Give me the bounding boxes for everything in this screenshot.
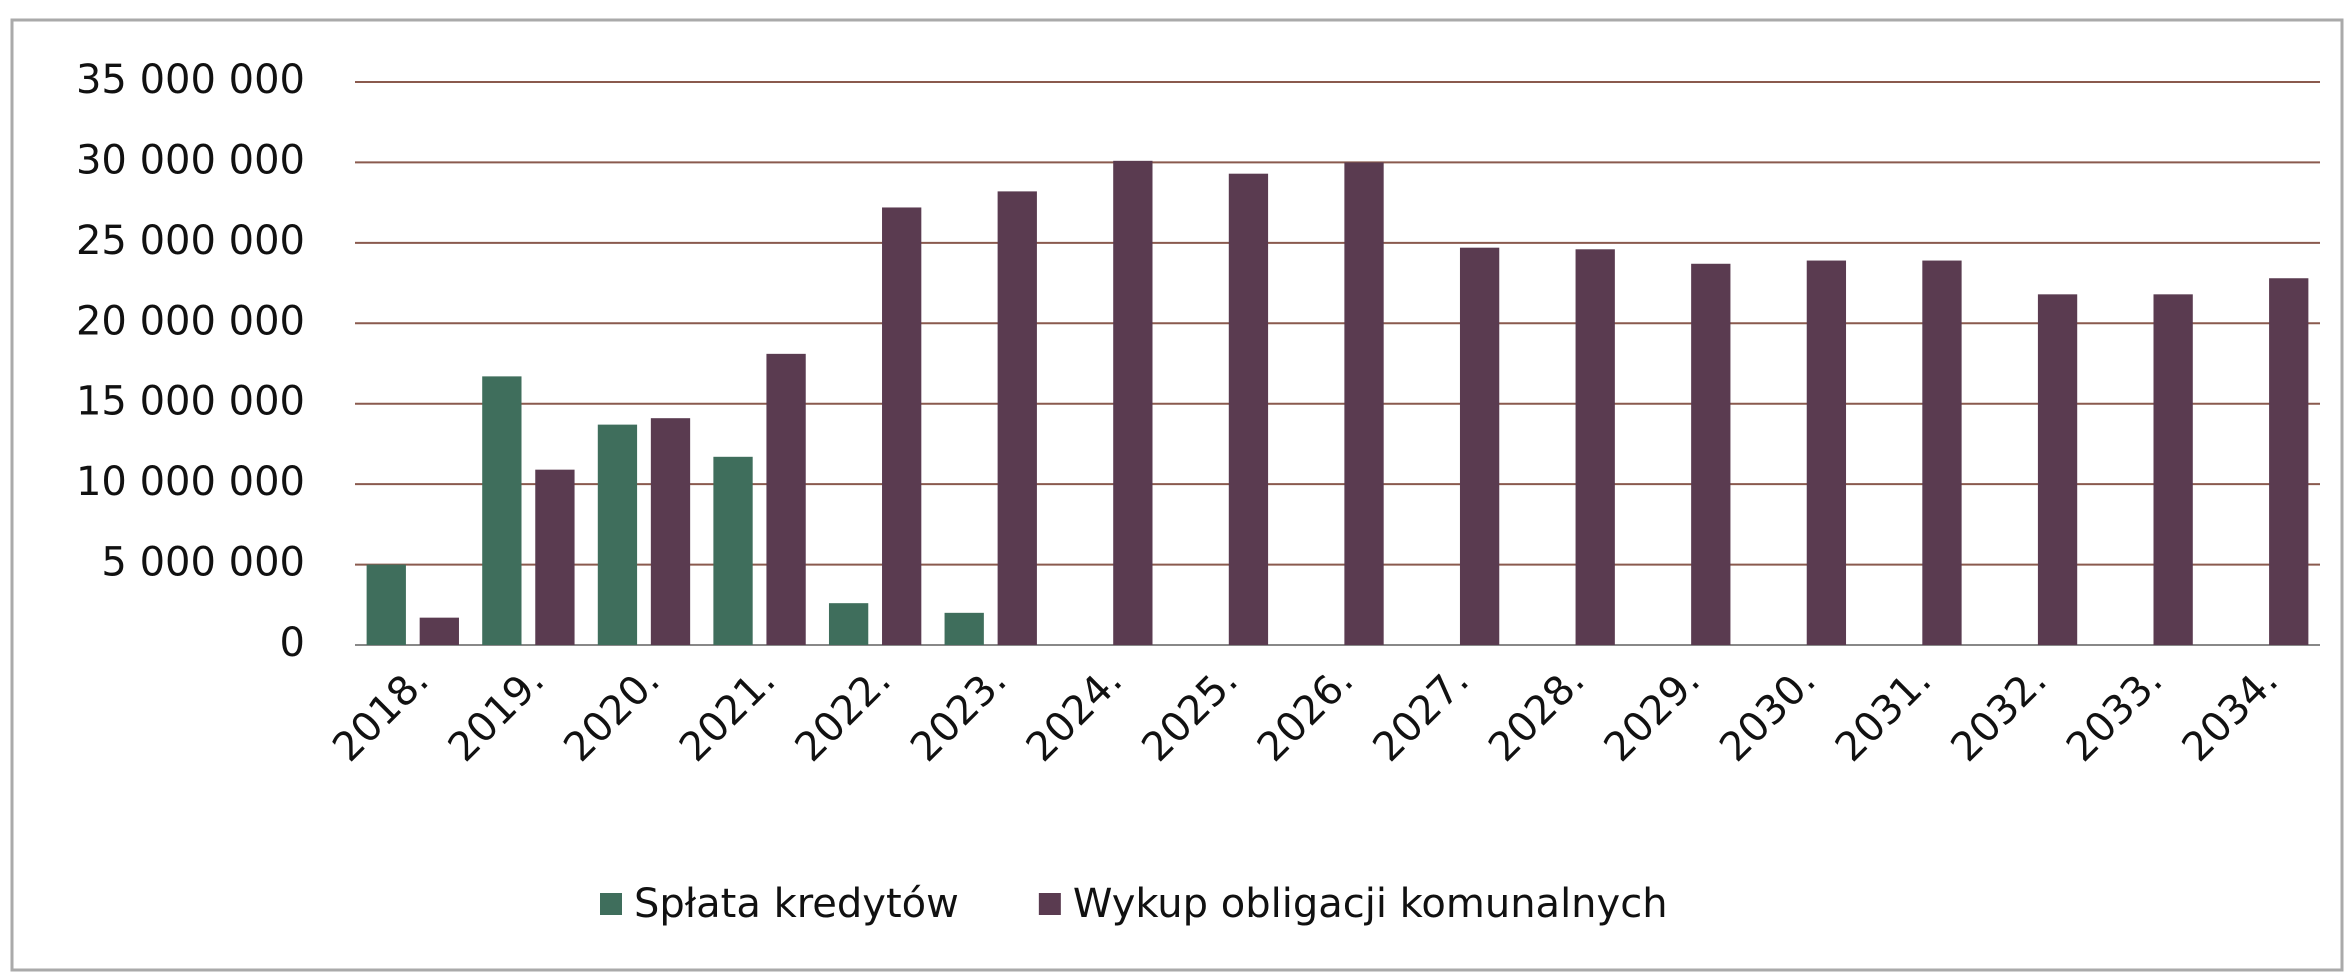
- x-tick-label: 2023.: [902, 657, 1016, 771]
- x-tick-label: 2024.: [1018, 657, 1132, 771]
- x-tick-label: 2027.: [1364, 657, 1478, 771]
- bar: [1575, 249, 1615, 645]
- bar: [1922, 260, 1962, 645]
- bar: [597, 424, 638, 645]
- y-tick-label: 0: [280, 620, 305, 666]
- x-tick-label: 2020.: [555, 657, 669, 771]
- bar: [2037, 294, 2078, 645]
- bar: [482, 376, 522, 645]
- bar: [2153, 294, 2193, 645]
- bar: [366, 564, 406, 645]
- x-tick-label: 2019.: [440, 657, 554, 771]
- bar: [1344, 162, 1384, 645]
- y-tick-label: 25 000 000: [76, 218, 305, 264]
- x-tick-label: 2033.: [2058, 657, 2172, 771]
- y-tick-label: 5 000 000: [101, 540, 305, 586]
- legend-label: Spłata kredytów: [634, 881, 959, 927]
- chart-frame: [10, 18, 2344, 972]
- bar: [2269, 278, 2309, 645]
- x-tick-label: 2026.: [1249, 657, 1363, 771]
- x-tick-label: 2032.: [1942, 657, 2056, 771]
- x-tick-label: 2022.: [786, 657, 900, 771]
- y-tick-label: 20 000 000: [76, 298, 305, 344]
- bar: [419, 617, 459, 645]
- x-tick-label: 2030.: [1711, 657, 1825, 771]
- x-tick-label: 2028.: [1480, 657, 1594, 771]
- y-tick-label: 30 000 000: [76, 137, 305, 183]
- x-tick-label: 2029.: [1596, 657, 1710, 771]
- legend-swatch: [1038, 893, 1061, 915]
- bar: [882, 207, 922, 645]
- y-tick-label: 35 000 000: [76, 57, 305, 103]
- y-tick-label: 10 000 000: [76, 459, 305, 505]
- legend-swatch: [600, 893, 622, 915]
- bar: [997, 191, 1037, 645]
- bar: [650, 418, 691, 645]
- bar: [713, 456, 753, 645]
- bar: [1459, 247, 1500, 645]
- x-tick-label: 2034.: [2174, 657, 2288, 771]
- y-tick-label: 15 000 000: [76, 379, 305, 425]
- bar: [1228, 173, 1269, 645]
- x-tick-label: 2021.: [671, 657, 785, 771]
- bar: [828, 603, 869, 645]
- bar: [944, 612, 984, 645]
- x-tick-label: 2031.: [1827, 657, 1941, 771]
- bar: [766, 353, 806, 645]
- bar: [1806, 260, 1847, 645]
- bar: [1113, 160, 1153, 645]
- bar: [1691, 263, 1731, 645]
- x-tick-label: 2018.: [324, 657, 438, 771]
- x-tick-label: 2025.: [1133, 657, 1247, 771]
- bar: [535, 469, 575, 645]
- legend-label: Wykup obligacji komunalnych: [1073, 881, 1668, 927]
